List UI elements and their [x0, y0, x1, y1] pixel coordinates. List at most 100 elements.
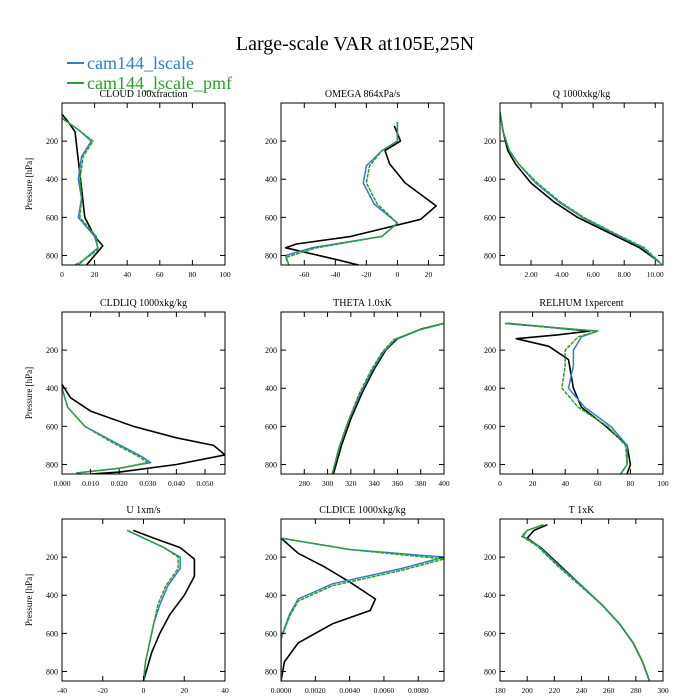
figure-title: Large-scale VAR at105E,25N — [236, 33, 474, 55]
y-tick-label: 200 — [484, 346, 496, 355]
x-tick-label: 20 — [529, 479, 537, 488]
series-line-2 — [331, 322, 444, 474]
x-tick-label: 100 — [219, 270, 231, 279]
x-tick-label: 80 — [627, 479, 635, 488]
legend-label-0: cam144_lscale — [87, 53, 194, 73]
series-line-2 — [281, 537, 444, 681]
legend-label-1: cam144_lscale_pmf — [87, 73, 232, 93]
x-tick-label: 0.0020 — [305, 686, 326, 695]
x-tick-label: 40 — [561, 479, 569, 488]
panel-7: CLDICE 1000xkg/kg 200 400 600 800 0.0000 0.002… — [265, 505, 445, 695]
legend: cam144_lscale cam144_lscale_pmf — [67, 53, 232, 93]
x-tick-label: 180 — [494, 686, 506, 695]
x-tick-label: -20 — [361, 270, 371, 279]
x-tick-label: 300 — [322, 479, 334, 488]
panel-title: OMEGA 864xPa/s — [325, 89, 400, 100]
series-line-2 — [62, 117, 99, 265]
x-tick-label: 360 — [392, 479, 404, 488]
y-axis-label: Pressure [hPa] — [24, 574, 34, 626]
panel-2: Q 1000xkg/kg 200 400 600 800 2.00 4.00 6.00 8.00… — [484, 89, 664, 279]
series-line-0 — [133, 529, 196, 681]
y-tick-label: 200 — [265, 346, 277, 355]
panel-title: THETA 1.0xK — [333, 298, 392, 309]
series-line-2 — [62, 387, 149, 474]
panel-0: CLOUD 100xfraction 200 400 600 800 0 20 40 60 80 1… — [24, 89, 231, 279]
y-tick-label: 600 — [46, 629, 58, 638]
x-tick-label: 20 — [91, 270, 99, 279]
panel-title: CLDICE 1000xkg/kg — [319, 505, 405, 516]
y-tick-label: 200 — [484, 137, 496, 146]
y-tick-label: 800 — [265, 251, 277, 260]
plot-frame — [280, 518, 445, 682]
x-tick-label: 80 — [189, 270, 197, 279]
panel-3: CLDLIQ 1000xkg/kg 200 400 600 800 0.000 0.010 0… — [24, 298, 226, 488]
x-tick-label: 380 — [415, 479, 427, 488]
x-tick-label: 0.0000 — [271, 686, 292, 695]
x-tick-label: 320 — [345, 479, 357, 488]
series-line-0 — [281, 537, 377, 681]
x-tick-label: 240 — [576, 686, 588, 695]
x-tick-label: 0.010 — [82, 479, 99, 488]
y-tick-label: 600 — [265, 213, 277, 222]
y-tick-label: 800 — [484, 251, 496, 260]
plot-frame — [499, 311, 664, 475]
y-tick-label: 800 — [265, 460, 277, 469]
x-tick-label: 0.0040 — [339, 686, 360, 695]
x-tick-label: 0 — [498, 479, 502, 488]
series-line-2 — [520, 523, 651, 681]
y-tick-label: 600 — [265, 422, 277, 431]
panel-title: CLOUD 100xfraction — [99, 89, 187, 100]
plot-frame — [61, 102, 226, 266]
plot-frame — [280, 102, 445, 266]
x-tick-label: 0.020 — [111, 479, 128, 488]
y-tick-label: 200 — [265, 137, 277, 146]
y-tick-label: 400 — [484, 591, 496, 600]
x-tick-label: 0.000 — [54, 479, 71, 488]
x-tick-label: 10.00 — [647, 270, 664, 279]
x-tick-label: 40 — [123, 270, 131, 279]
x-tick-label: 2.00 — [524, 270, 537, 279]
x-tick-label: 40 — [221, 686, 229, 695]
y-tick-label: 600 — [484, 213, 496, 222]
series-line-0 — [284, 125, 438, 265]
x-tick-label: 100 — [657, 479, 669, 488]
x-tick-label: -40 — [57, 686, 67, 695]
y-tick-label: 400 — [265, 591, 277, 600]
x-tick-label: 6.00 — [587, 270, 600, 279]
x-tick-label: 0.050 — [197, 479, 214, 488]
y-tick-label: 800 — [46, 667, 58, 676]
y-tick-label: 800 — [484, 460, 496, 469]
series-line-2 — [504, 322, 628, 474]
y-tick-label: 400 — [484, 175, 496, 184]
x-tick-label: 280 — [299, 479, 311, 488]
panel-1: OMEGA 864xPa/s 200 400 600 800 -60 -40 -20 0 20 — [265, 89, 445, 279]
x-tick-label: 300 — [657, 686, 669, 695]
y-tick-label: 800 — [265, 667, 277, 676]
x-tick-label: 8.00 — [618, 270, 631, 279]
y-tick-label: 400 — [484, 384, 496, 393]
plot-frame — [499, 102, 664, 266]
y-tick-label: 400 — [265, 384, 277, 393]
x-tick-label: 20 — [425, 270, 433, 279]
y-tick-label: 400 — [46, 591, 58, 600]
y-tick-label: 600 — [484, 629, 496, 638]
y-tick-label: 200 — [46, 137, 58, 146]
x-tick-label: 20 — [181, 686, 189, 695]
series-line-0 — [526, 523, 651, 681]
y-tick-label: 600 — [484, 422, 496, 431]
panel-title: Q 1000xkg/kg — [553, 89, 611, 100]
panel-title: T 1xK — [569, 505, 595, 516]
y-tick-label: 200 — [265, 553, 277, 562]
x-tick-label: 0.0080 — [408, 686, 429, 695]
plot-frame — [61, 518, 226, 682]
y-axis-label: Pressure [hPa] — [24, 367, 34, 419]
x-tick-label: 60 — [594, 479, 602, 488]
x-tick-label: 340 — [369, 479, 381, 488]
series-line-2 — [284, 122, 399, 265]
x-tick-label: 60 — [156, 270, 164, 279]
panel-title: U 1xm/s — [126, 505, 160, 516]
y-tick-label: 400 — [46, 175, 58, 184]
y-tick-label: 600 — [265, 629, 277, 638]
panel-6: U 1xm/s 200 400 600 800 -40 -20 0 20 40 Pressure [… — [24, 505, 229, 695]
y-tick-label: 800 — [484, 667, 496, 676]
